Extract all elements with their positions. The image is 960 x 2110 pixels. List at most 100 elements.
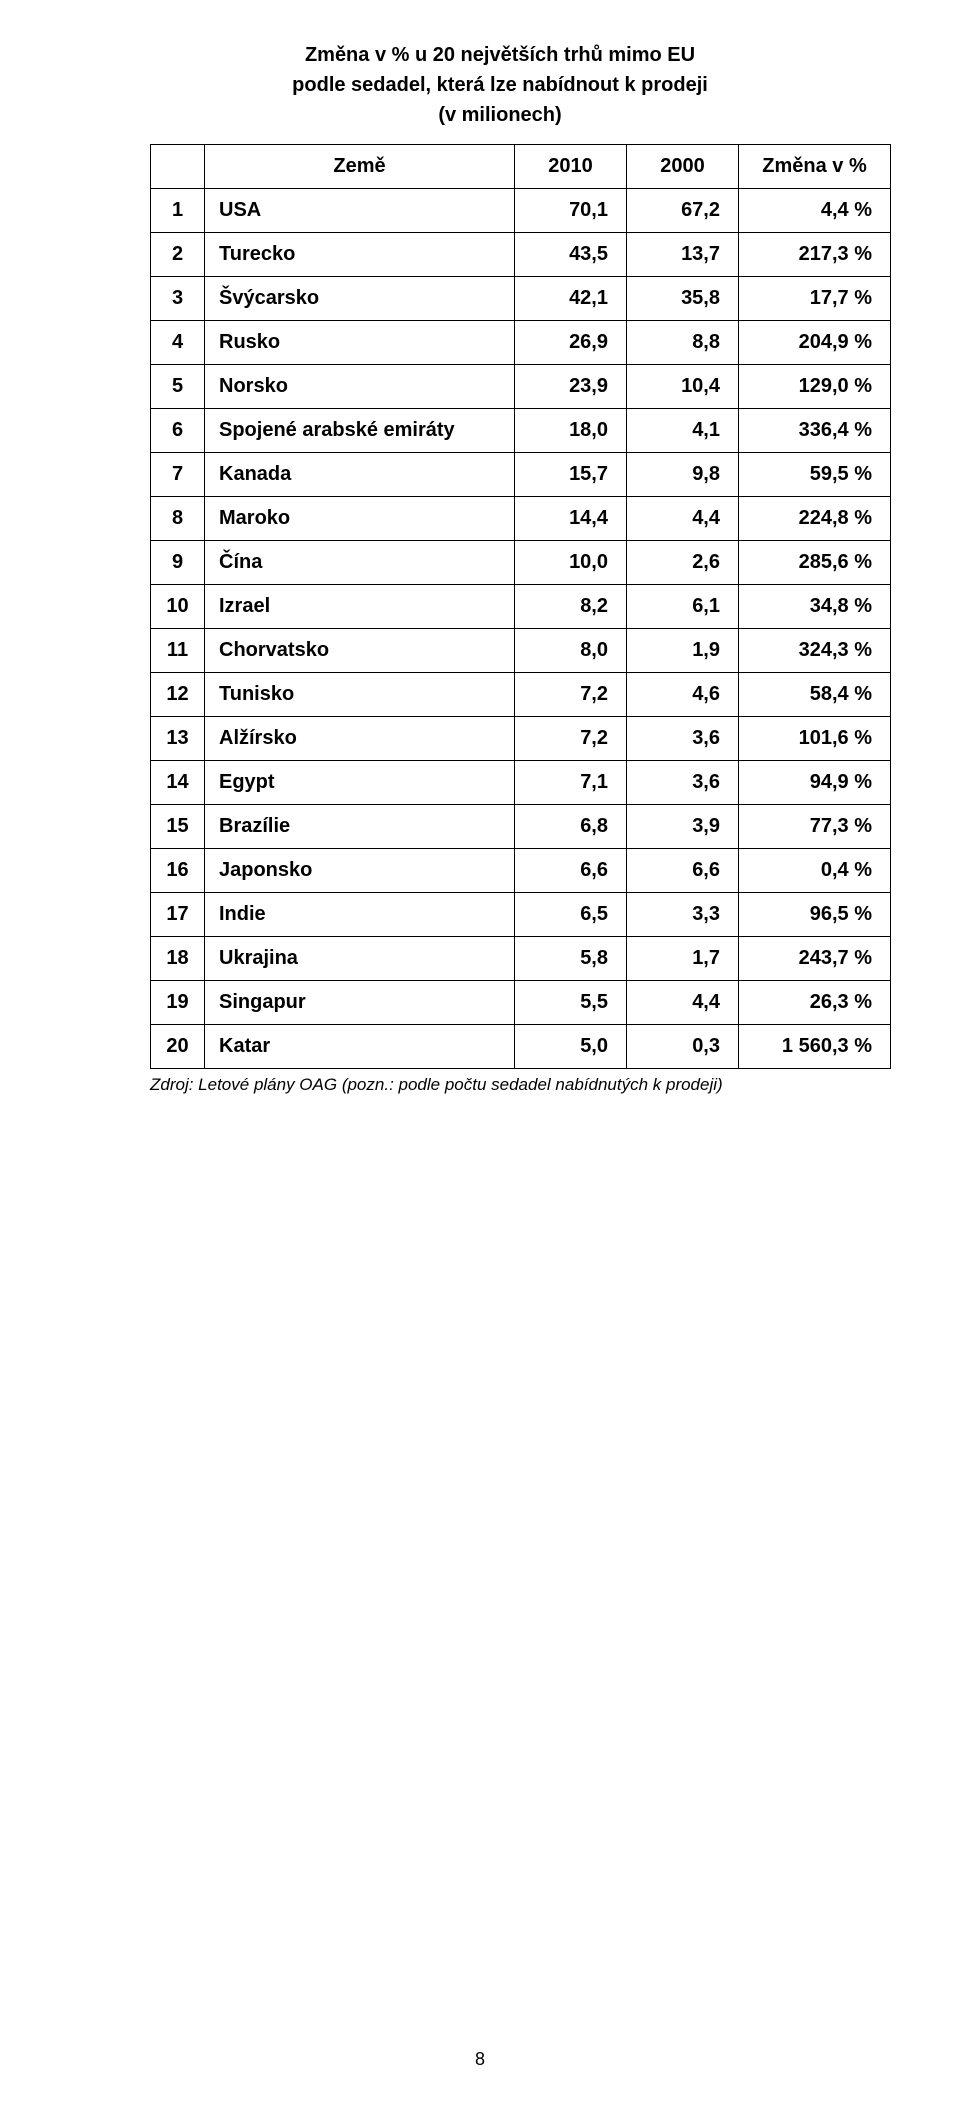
cell-2000: 4,4 [627,981,739,1025]
table-row: 9Čína10,02,6285,6 % [151,541,891,585]
cell-change: 0,4 % [739,849,891,893]
cell-change: 34,8 % [739,585,891,629]
cell-country: Japonsko [205,849,515,893]
cell-rank: 17 [151,893,205,937]
table-row: 8Maroko14,44,4224,8 % [151,497,891,541]
cell-change: 26,3 % [739,981,891,1025]
cell-2000: 6,6 [627,849,739,893]
table-row: 14Egypt7,13,694,9 % [151,761,891,805]
cell-2010: 5,5 [515,981,627,1025]
cell-2000: 13,7 [627,233,739,277]
header-2000: 2000 [627,145,739,189]
cell-country: Maroko [205,497,515,541]
table-row: 20Katar5,00,31 560,3 % [151,1025,891,1069]
cell-rank: 14 [151,761,205,805]
cell-2010: 5,8 [515,937,627,981]
cell-change: 58,4 % [739,673,891,717]
cell-change: 59,5 % [739,453,891,497]
cell-2000: 9,8 [627,453,739,497]
cell-change: 243,7 % [739,937,891,981]
table-row: 15Brazílie6,83,977,3 % [151,805,891,849]
cell-2000: 1,9 [627,629,739,673]
cell-2000: 3,6 [627,761,739,805]
cell-country: Chorvatsko [205,629,515,673]
cell-2000: 35,8 [627,277,739,321]
cell-2010: 23,9 [515,365,627,409]
cell-change: 96,5 % [739,893,891,937]
cell-change: 1 560,3 % [739,1025,891,1069]
cell-2000: 4,6 [627,673,739,717]
cell-country: Turecko [205,233,515,277]
cell-rank: 12 [151,673,205,717]
table-header-row: Země 2010 2000 Změna v % [151,145,891,189]
cell-2010: 7,2 [515,673,627,717]
cell-country: Kanada [205,453,515,497]
cell-rank: 2 [151,233,205,277]
table-row: 11Chorvatsko8,01,9324,3 % [151,629,891,673]
cell-country: Rusko [205,321,515,365]
cell-change: 94,9 % [739,761,891,805]
cell-change: 204,9 % [739,321,891,365]
header-country: Země [205,145,515,189]
cell-2000: 4,1 [627,409,739,453]
cell-2000: 4,4 [627,497,739,541]
table-row: 18Ukrajina5,81,7243,7 % [151,937,891,981]
cell-country: Tunisko [205,673,515,717]
cell-2010: 14,4 [515,497,627,541]
table-row: 2Turecko43,513,7217,3 % [151,233,891,277]
cell-change: 217,3 % [739,233,891,277]
cell-2010: 70,1 [515,189,627,233]
table-row: 10Izrael8,26,134,8 % [151,585,891,629]
page-number: 8 [0,2049,960,2070]
cell-change: 17,7 % [739,277,891,321]
cell-rank: 1 [151,189,205,233]
table-row: 13Alžírsko7,23,6101,6 % [151,717,891,761]
cell-change: 77,3 % [739,805,891,849]
table-body: 1USA70,167,24,4 %2Turecko43,513,7217,3 %… [151,189,891,1069]
cell-change: 224,8 % [739,497,891,541]
cell-2010: 8,2 [515,585,627,629]
cell-2010: 5,0 [515,1025,627,1069]
header-2010: 2010 [515,145,627,189]
cell-rank: 13 [151,717,205,761]
cell-change: 101,6 % [739,717,891,761]
cell-country: Singapur [205,981,515,1025]
cell-rank: 7 [151,453,205,497]
cell-rank: 9 [151,541,205,585]
table-row: 19Singapur5,54,426,3 % [151,981,891,1025]
cell-2010: 10,0 [515,541,627,585]
cell-2000: 0,3 [627,1025,739,1069]
cell-country: Alžírsko [205,717,515,761]
cell-rank: 10 [151,585,205,629]
cell-country: Švýcarsko [205,277,515,321]
cell-change: 129,0 % [739,365,891,409]
title-line-2: podle sedadel, která lze nabídnout k pro… [150,70,850,100]
cell-country: Čína [205,541,515,585]
cell-rank: 18 [151,937,205,981]
table-row: 5Norsko23,910,4129,0 % [151,365,891,409]
table-row: 16Japonsko6,66,60,4 % [151,849,891,893]
cell-change: 4,4 % [739,189,891,233]
cell-2000: 67,2 [627,189,739,233]
cell-2010: 43,5 [515,233,627,277]
cell-2000: 3,3 [627,893,739,937]
table-row: 7Kanada15,79,859,5 % [151,453,891,497]
cell-2000: 3,6 [627,717,739,761]
cell-rank: 11 [151,629,205,673]
page: Změna v % u 20 největších trhů mimo EU p… [0,0,960,2110]
cell-rank: 6 [151,409,205,453]
content: Změna v % u 20 největších trhů mimo EU p… [150,40,850,1095]
cell-country: Indie [205,893,515,937]
cell-2010: 8,0 [515,629,627,673]
source-note: Zdroj: Letové plány OAG (pozn.: podle po… [150,1075,850,1095]
cell-country: Katar [205,1025,515,1069]
cell-2000: 2,6 [627,541,739,585]
cell-2010: 6,5 [515,893,627,937]
cell-country: USA [205,189,515,233]
cell-rank: 5 [151,365,205,409]
cell-change: 285,6 % [739,541,891,585]
cell-rank: 3 [151,277,205,321]
cell-country: Izrael [205,585,515,629]
cell-2010: 26,9 [515,321,627,365]
cell-2010: 18,0 [515,409,627,453]
